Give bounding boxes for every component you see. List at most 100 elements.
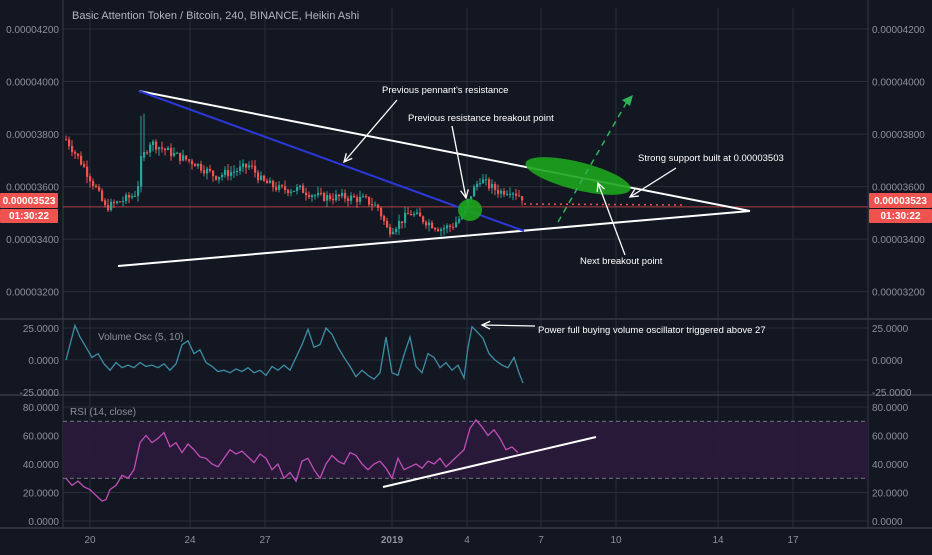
- candle-body: [197, 163, 200, 167]
- candle-body: [149, 144, 152, 153]
- candle-body: [101, 190, 104, 201]
- candle-body: [422, 216, 425, 223]
- rsi-band: [63, 420, 868, 479]
- price-tick-left: 0.00004200: [6, 25, 59, 36]
- candle-body: [377, 204, 380, 209]
- candle-body: [512, 193, 515, 195]
- candle-body: [323, 193, 326, 201]
- rsi-tick-left: 60.0000: [23, 432, 60, 443]
- candle-body: [191, 160, 194, 165]
- candle-body: [185, 155, 188, 160]
- candle-body: [371, 204, 374, 206]
- candle-body: [386, 220, 389, 228]
- candle-body: [239, 166, 242, 171]
- candle-body: [284, 186, 287, 191]
- candle-body: [317, 192, 320, 196]
- candle-body: [335, 194, 338, 201]
- candle-body: [515, 193, 518, 196]
- osc-title: Volume Osc (5, 10): [98, 332, 184, 343]
- candle-body: [257, 172, 260, 181]
- countdown-tag-right-bg: [869, 209, 932, 223]
- pennant-upper-line: [138, 90, 751, 212]
- candle-body: [158, 147, 161, 150]
- candle-body: [347, 198, 350, 202]
- candle-body: [320, 192, 323, 194]
- candle-body: [110, 201, 113, 211]
- candle-body: [113, 202, 116, 204]
- candle-body: [86, 166, 89, 177]
- candle-body: [497, 189, 500, 194]
- candle-body: [74, 151, 77, 154]
- date-tick: 14: [712, 535, 724, 546]
- candle-body: [401, 221, 404, 223]
- candle-body: [392, 231, 395, 234]
- osc-tick-left: -25.0000: [20, 388, 60, 399]
- price-tick-left: 0.00003200: [6, 288, 59, 299]
- candle-body: [176, 152, 179, 154]
- annotation-text: Next breakout point: [580, 256, 663, 267]
- candle-body: [194, 164, 197, 167]
- rsi-tick-left: 0.0000: [28, 517, 59, 528]
- candle-body: [449, 225, 452, 227]
- candle-body: [521, 196, 524, 201]
- candle-body: [488, 179, 491, 189]
- candle-body: [254, 165, 257, 173]
- candle-body: [413, 213, 416, 216]
- candle-body: [338, 194, 341, 197]
- annotation-text: Previous pennant's resistance: [382, 85, 508, 96]
- candle-body: [227, 170, 230, 177]
- candle-body: [356, 197, 359, 203]
- candle-body: [281, 185, 284, 187]
- candle-body: [182, 155, 185, 161]
- candle-body: [296, 187, 299, 191]
- candle-body: [440, 229, 443, 232]
- candle-body: [152, 141, 155, 145]
- labels: 0.00004200 0.00004200 0.00004000 0.00004000…: [0, 10, 932, 546]
- candle-body: [209, 168, 212, 171]
- date-tick: 10: [610, 535, 622, 546]
- candle-body: [455, 222, 458, 228]
- candle-body: [128, 195, 131, 198]
- candle-body: [308, 194, 311, 198]
- candle-body: [431, 222, 434, 229]
- current-price-tag-right: 0.00003523: [874, 196, 927, 207]
- candle-body: [143, 151, 146, 158]
- price-tick-left: 0.00004000: [6, 78, 59, 89]
- candle-body: [269, 180, 272, 184]
- candle-body: [272, 180, 275, 188]
- candle-body: [290, 191, 293, 193]
- candle-body: [452, 226, 455, 228]
- candle-body: [203, 170, 206, 174]
- candle-body: [137, 186, 140, 196]
- candle-body: [107, 204, 110, 211]
- candle-body: [314, 195, 317, 197]
- osc-tick-right: -25.0000: [872, 388, 912, 399]
- candle-body: [482, 179, 485, 184]
- candle-body: [71, 145, 74, 153]
- rsi-band-fill: [63, 421, 868, 479]
- candle-body: [353, 195, 356, 198]
- date-tick: 4: [464, 535, 470, 546]
- rsi-tick-right: 80.0000: [872, 403, 909, 414]
- rsi-line: [65, 418, 519, 502]
- candle-body: [224, 169, 227, 175]
- candle-body: [293, 190, 296, 192]
- countdown-tag-left-bg: [0, 209, 58, 223]
- candle-body: [419, 212, 422, 217]
- candle-body: [242, 163, 245, 167]
- candle-body: [383, 216, 386, 222]
- volume-osc-series: [65, 323, 524, 384]
- drawings: [117, 90, 751, 488]
- rsi-title: RSI (14, close): [70, 407, 136, 418]
- candle-body: [251, 165, 254, 167]
- candle-body: [122, 201, 125, 203]
- arrow-pennant-resistance: [343, 99, 398, 163]
- arrow-strong-support: [629, 167, 677, 198]
- candle-body: [365, 196, 368, 198]
- annotation-text: Strong support built at 0.00003503: [638, 153, 784, 164]
- current-price-tag-left-bg: [0, 193, 58, 208]
- candle-body: [374, 204, 377, 206]
- candle-body: [359, 196, 362, 202]
- candle-body: [500, 190, 503, 194]
- candle-body: [95, 185, 98, 188]
